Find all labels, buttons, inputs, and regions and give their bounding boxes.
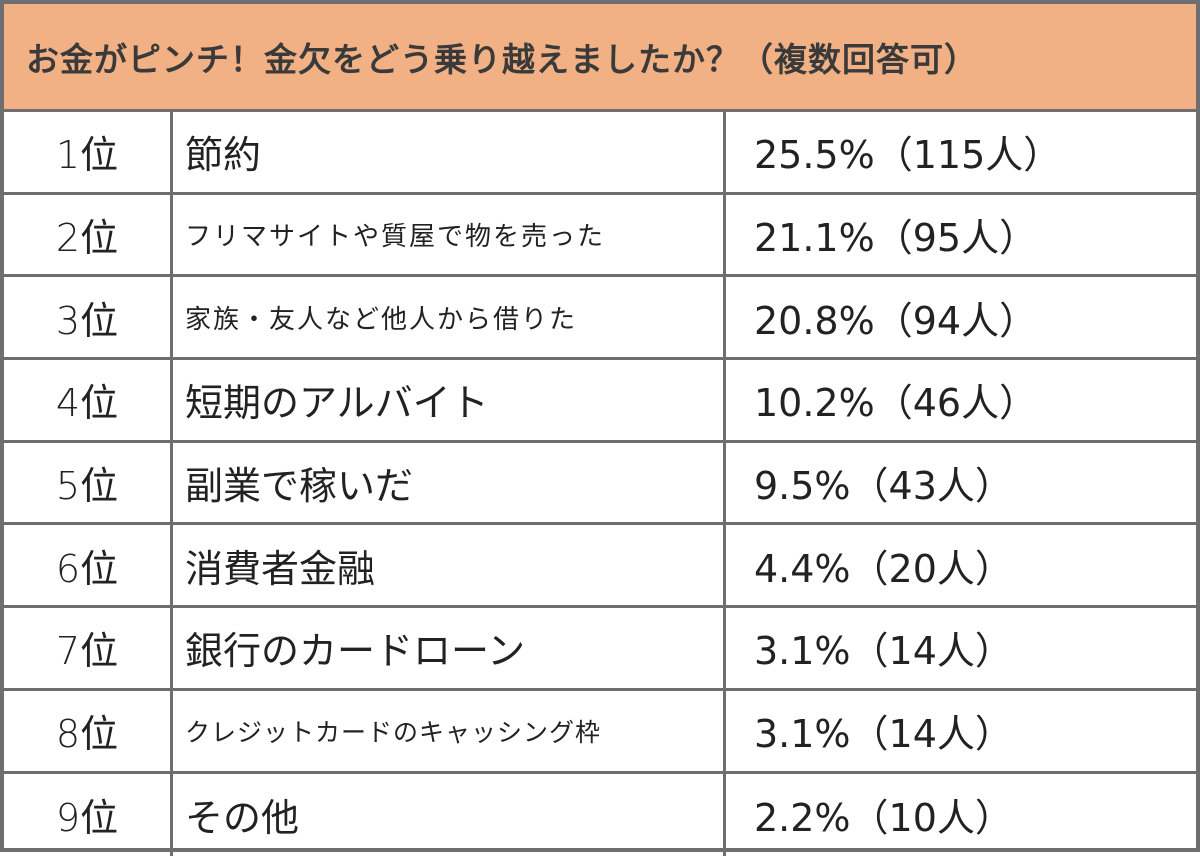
rank-cell: 8位 xyxy=(4,691,173,771)
rank-cell: 3位 xyxy=(4,277,173,357)
rank-cell: 9位 xyxy=(4,774,173,856)
value-cell: 4.4%（20人） xyxy=(726,525,1196,605)
value-cell: 3.1%（14人） xyxy=(726,608,1196,688)
rank-cell: 5位 xyxy=(4,443,173,523)
item-cell: 消費者金融 xyxy=(173,525,726,605)
value-cell: 10.2%（46人） xyxy=(726,360,1196,440)
item-cell: 銀行のカードローン xyxy=(173,608,726,688)
item-cell: フリマサイトや質屋で物を売った xyxy=(173,195,726,275)
value-cell: 25.5%（115人） xyxy=(726,112,1196,192)
item-cell: 短期のアルバイト xyxy=(173,360,726,440)
table-row: 5位副業で稼いだ 9.5%（43人） xyxy=(4,443,1196,526)
rank-cell: 7位 xyxy=(4,608,173,688)
rank-cell: 6位 xyxy=(4,525,173,605)
table-header: お金がピンチ！金欠をどう乗り越えましたか？（複数回答可） xyxy=(4,4,1196,112)
value-cell: 9.5%（43人） xyxy=(726,443,1196,523)
rank-cell: 4位 xyxy=(4,360,173,440)
item-cell: 副業で稼いだ xyxy=(173,443,726,523)
value-cell: 2.2%（10人） xyxy=(726,774,1196,856)
value-cell: 21.1%（95人） xyxy=(726,195,1196,275)
item-cell: 節約 xyxy=(173,112,726,192)
item-cell: 家族・友人など他人から借りた xyxy=(173,277,726,357)
item-cell: その他 xyxy=(173,774,726,856)
rank-cell: 1位 xyxy=(4,112,173,192)
rank-cell: 2位 xyxy=(4,195,173,275)
table-title: お金がピンチ！金欠をどう乗り越えましたか？（複数回答可） xyxy=(26,33,978,81)
value-cell: 3.1%（14人） xyxy=(726,691,1196,771)
item-cell: クレジットカードのキャッシング枠 xyxy=(173,691,726,771)
value-cell: 20.8%（94人） xyxy=(726,277,1196,357)
